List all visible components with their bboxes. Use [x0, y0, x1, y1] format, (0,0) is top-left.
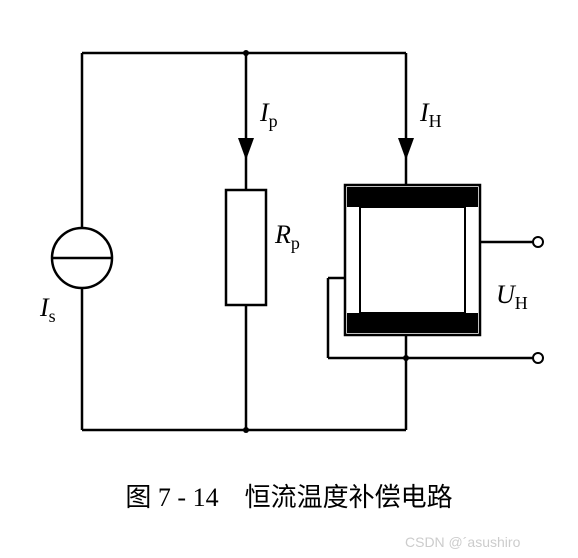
label-ip: Ip — [260, 98, 278, 132]
label-ip-sub: p — [269, 111, 278, 131]
node-top-mid — [243, 50, 249, 56]
label-ip-main: I — [260, 98, 269, 127]
label-ih: IH — [420, 98, 442, 132]
label-uh-main: U — [496, 280, 515, 309]
label-ih-main: I — [420, 98, 429, 127]
hall-bottom-bar — [347, 313, 478, 333]
label-is: Is — [40, 293, 56, 327]
hall-inner — [360, 207, 465, 313]
label-is-sub: s — [49, 306, 56, 326]
resistor-rp — [226, 190, 266, 305]
label-rp: Rp — [275, 220, 300, 254]
watermark-text: CSDN @´asushiro — [405, 534, 520, 550]
label-uh-sub: H — [515, 293, 528, 313]
circuit-svg — [0, 0, 578, 558]
figure-caption: 图 7 - 14 恒流温度补偿电路 — [0, 477, 578, 514]
node-out-bottom — [403, 355, 409, 361]
label-ih-sub: H — [429, 111, 442, 131]
label-is-main: I — [40, 293, 49, 322]
hall-top-bar — [347, 187, 478, 207]
arrow-ih — [398, 138, 414, 160]
watermark: CSDN @´asushiro — [405, 534, 520, 550]
terminal-bottom — [533, 353, 543, 363]
circuit-diagram: Is Ip Rp IH UH 图 7 - 14 恒流温度补偿电路 CSDN @´… — [0, 0, 578, 558]
label-rp-main: R — [275, 220, 291, 249]
label-uh: UH — [496, 280, 528, 314]
arrow-ip — [238, 138, 254, 160]
caption-text: 图 7 - 14 恒流温度补偿电路 — [125, 483, 452, 512]
node-bottom-mid — [243, 427, 249, 433]
label-rp-sub: p — [291, 233, 300, 253]
terminal-top — [533, 237, 543, 247]
